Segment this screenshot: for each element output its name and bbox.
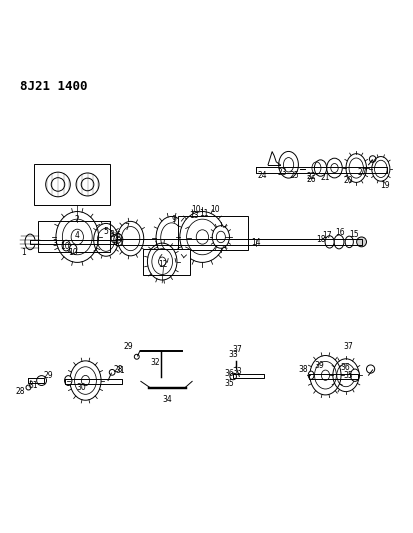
Text: 36: 36: [340, 362, 350, 372]
Text: 17: 17: [323, 231, 332, 240]
Text: 6: 6: [116, 231, 121, 240]
Ellipse shape: [46, 172, 70, 197]
Text: 26: 26: [306, 175, 316, 184]
Polygon shape: [256, 167, 387, 173]
Polygon shape: [233, 374, 264, 378]
Text: 32: 32: [150, 358, 160, 367]
Text: 25: 25: [290, 171, 299, 180]
Text: 37: 37: [233, 345, 242, 354]
Text: 28: 28: [114, 365, 123, 374]
Text: 31: 31: [28, 381, 38, 390]
Polygon shape: [65, 379, 122, 384]
Ellipse shape: [62, 240, 70, 251]
Text: 31: 31: [116, 366, 125, 375]
Text: 12: 12: [159, 260, 168, 269]
Text: 4: 4: [75, 231, 80, 240]
Polygon shape: [116, 239, 362, 245]
Text: 30: 30: [76, 383, 86, 392]
Circle shape: [357, 237, 366, 247]
Text: 8J21 1400: 8J21 1400: [20, 80, 87, 93]
Text: 28: 28: [15, 387, 25, 396]
Ellipse shape: [308, 371, 314, 379]
Text: 7: 7: [124, 223, 129, 232]
Text: 10: 10: [210, 205, 220, 214]
Text: 13: 13: [190, 211, 199, 220]
Text: 33: 33: [228, 350, 238, 359]
Ellipse shape: [64, 376, 72, 385]
Text: 10: 10: [69, 248, 78, 257]
Polygon shape: [30, 240, 116, 244]
Polygon shape: [28, 378, 45, 383]
Text: 10: 10: [60, 243, 70, 251]
Text: 2: 2: [75, 215, 80, 224]
Text: 10: 10: [192, 205, 201, 214]
Text: 33: 33: [233, 367, 242, 376]
Text: 9: 9: [171, 215, 176, 224]
Text: 3: 3: [52, 239, 57, 248]
Text: 35: 35: [343, 371, 353, 379]
Bar: [178, 216, 247, 250]
Text: 36: 36: [224, 369, 234, 378]
Text: 8: 8: [110, 230, 114, 239]
Text: 39: 39: [314, 361, 324, 370]
Polygon shape: [309, 374, 358, 379]
Text: 29: 29: [44, 371, 53, 379]
Ellipse shape: [114, 233, 123, 246]
Text: 23: 23: [278, 168, 287, 177]
Ellipse shape: [76, 173, 99, 196]
Bar: [34, 164, 110, 205]
Text: 27: 27: [358, 168, 367, 177]
Circle shape: [230, 373, 237, 379]
Text: 15: 15: [349, 230, 359, 239]
Ellipse shape: [325, 236, 334, 248]
Text: 24: 24: [257, 171, 267, 180]
Text: 18: 18: [317, 236, 326, 244]
Text: 37: 37: [343, 342, 353, 351]
Text: 29: 29: [124, 342, 133, 351]
Bar: [38, 221, 110, 252]
Ellipse shape: [327, 158, 342, 178]
Text: 38: 38: [298, 366, 308, 374]
Text: 1: 1: [21, 248, 26, 257]
Ellipse shape: [25, 234, 35, 249]
Text: 19: 19: [380, 181, 390, 190]
Text: 22: 22: [306, 172, 316, 181]
Text: 20: 20: [343, 176, 353, 185]
Text: 11: 11: [200, 209, 209, 217]
Text: 5: 5: [104, 227, 109, 236]
Ellipse shape: [279, 151, 298, 178]
Text: 35: 35: [224, 379, 234, 388]
Circle shape: [37, 376, 47, 385]
Bar: [143, 249, 190, 274]
Text: 14: 14: [251, 238, 261, 247]
Text: 21: 21: [321, 173, 330, 182]
Ellipse shape: [212, 225, 230, 248]
Text: 34: 34: [163, 395, 172, 405]
Ellipse shape: [69, 244, 77, 253]
Ellipse shape: [334, 235, 344, 249]
Text: 16: 16: [335, 228, 344, 237]
Ellipse shape: [351, 369, 359, 382]
Ellipse shape: [314, 160, 327, 176]
